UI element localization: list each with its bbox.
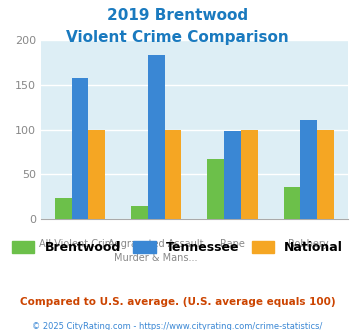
Bar (55, 198, 72, 219)
Bar (284, 187, 300, 219)
Text: Compared to U.S. average. (U.S. average equals 100): Compared to U.S. average. (U.S. average … (20, 297, 335, 307)
Text: Murder & Mans...: Murder & Mans... (114, 253, 198, 263)
Text: Violent Crime Comparison: Violent Crime Comparison (66, 30, 289, 45)
Bar (317, 129, 334, 219)
Text: 2019 Brentwood: 2019 Brentwood (107, 8, 248, 23)
Bar (300, 120, 317, 219)
Text: Rape: Rape (220, 239, 245, 249)
Legend: Brentwood, Tennessee, National: Brentwood, Tennessee, National (7, 236, 348, 259)
Text: Aggravated Assault: Aggravated Assault (109, 239, 204, 249)
Bar (148, 55, 165, 219)
Bar (165, 129, 181, 219)
Bar (207, 159, 224, 219)
Text: All Violent Crime: All Violent Crime (39, 239, 121, 249)
Bar (131, 206, 148, 219)
Text: Robbery: Robbery (289, 239, 329, 249)
Text: © 2025 CityRating.com - https://www.cityrating.com/crime-statistics/: © 2025 CityRating.com - https://www.city… (32, 322, 323, 330)
Bar (72, 78, 88, 219)
Bar (88, 129, 105, 219)
Bar (224, 131, 241, 219)
Bar (241, 129, 258, 219)
